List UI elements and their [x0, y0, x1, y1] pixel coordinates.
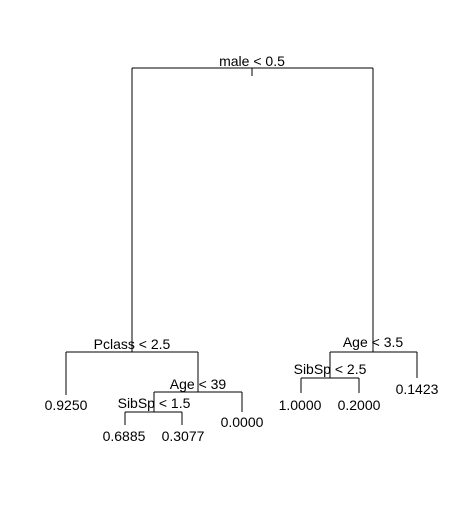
- split-label: SibSp < 2.5: [294, 361, 367, 377]
- leaf-value: 0.3077: [162, 428, 205, 444]
- split-sibsp-2-5: SibSp < 2.5: [294, 361, 367, 393]
- leaf-value: 0.1423: [396, 381, 439, 397]
- split-label: Pclass < 2.5: [94, 336, 171, 352]
- split-label: Age < 3.5: [343, 334, 404, 350]
- leaf-value: 0.2000: [338, 397, 381, 413]
- split-male: male < 0.5: [131, 53, 374, 352]
- split-label: SibSp < 1.5: [118, 395, 191, 411]
- leaf-value: 1.0000: [279, 397, 322, 413]
- split-pclass: Pclass < 2.5: [65, 336, 199, 395]
- split-label: Age < 39: [170, 376, 227, 392]
- leaf-value: 0.9250: [45, 397, 88, 413]
- leaf-value: 0.6885: [103, 428, 146, 444]
- split-age-39: Age < 39: [153, 376, 243, 412]
- split-sibsp-1-5: SibSp < 1.5: [118, 395, 191, 425]
- leaf-value: 0.0000: [221, 414, 264, 430]
- split-label: male < 0.5: [219, 53, 285, 69]
- split-age-3-5: Age < 3.5: [329, 334, 418, 378]
